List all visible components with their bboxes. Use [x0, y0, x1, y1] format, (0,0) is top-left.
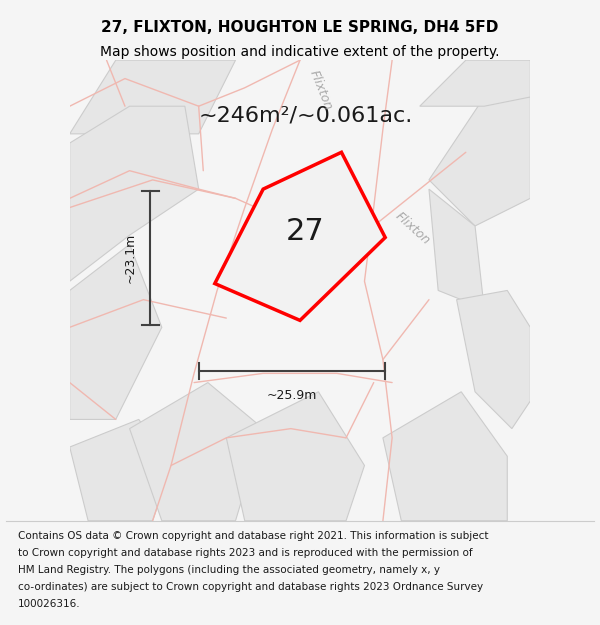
Polygon shape [226, 392, 364, 521]
Text: HM Land Registry. The polygons (including the associated geometry, namely x, y: HM Land Registry. The polygons (includin… [18, 565, 440, 575]
Text: Map shows position and indicative extent of the property.: Map shows position and indicative extent… [100, 45, 500, 59]
Polygon shape [70, 60, 236, 134]
Text: 27: 27 [286, 217, 325, 246]
Polygon shape [130, 382, 263, 521]
Text: ~246m²/~0.061ac.: ~246m²/~0.061ac. [199, 106, 413, 126]
Polygon shape [70, 106, 199, 281]
Text: Flixton: Flixton [393, 209, 433, 247]
Text: Flixton: Flixton [307, 68, 335, 112]
Polygon shape [429, 97, 530, 226]
Polygon shape [70, 419, 171, 521]
Text: ~25.9m: ~25.9m [267, 389, 317, 402]
Text: to Crown copyright and database rights 2023 and is reproduced with the permissio: to Crown copyright and database rights 2… [18, 548, 472, 558]
Polygon shape [70, 244, 162, 419]
Polygon shape [215, 152, 385, 321]
Polygon shape [420, 60, 530, 106]
Text: Contains OS data © Crown copyright and database right 2021. This information is : Contains OS data © Crown copyright and d… [18, 531, 488, 541]
Text: 100026316.: 100026316. [18, 599, 80, 609]
Polygon shape [429, 189, 484, 309]
Polygon shape [383, 392, 507, 521]
Text: ~23.1m: ~23.1m [124, 233, 136, 283]
Text: co-ordinates) are subject to Crown copyright and database rights 2023 Ordnance S: co-ordinates) are subject to Crown copyr… [18, 582, 483, 592]
Text: 27, FLIXTON, HOUGHTON LE SPRING, DH4 5FD: 27, FLIXTON, HOUGHTON LE SPRING, DH4 5FD [101, 20, 499, 35]
Polygon shape [457, 291, 530, 429]
